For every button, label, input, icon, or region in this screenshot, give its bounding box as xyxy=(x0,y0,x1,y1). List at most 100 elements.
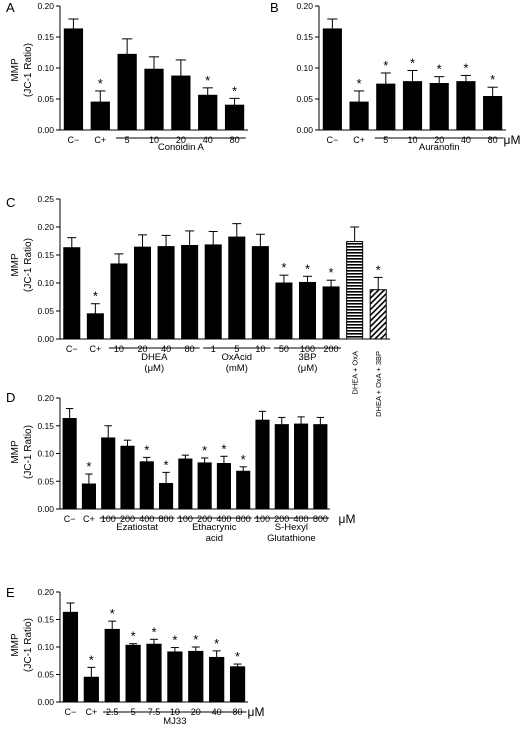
x-tick-label: 800 xyxy=(159,514,174,524)
significance-asterisk: * xyxy=(221,441,226,456)
bar xyxy=(167,651,183,703)
panel-letter: D xyxy=(6,390,15,405)
y-tick-label: 0.05 xyxy=(37,94,54,104)
x-tick-label: 200 xyxy=(197,514,212,524)
x-tick-label: 10 xyxy=(114,344,124,354)
unit-label: μM xyxy=(504,133,520,147)
y-tick-label: 0.10 xyxy=(37,63,54,73)
significance-asterisk: * xyxy=(241,452,246,467)
group-label: Ezatiostat xyxy=(116,522,158,533)
bar xyxy=(251,246,269,340)
panel-letter: E xyxy=(6,585,15,600)
significance-asterisk: * xyxy=(151,624,156,639)
bar xyxy=(456,81,476,131)
significance-asterisk: * xyxy=(463,60,468,75)
bar xyxy=(188,650,204,703)
y-tick-label: 0.10 xyxy=(37,278,54,288)
x-tick-label: 200 xyxy=(324,344,339,354)
group-sublabel: (μM) xyxy=(298,363,318,374)
bar xyxy=(224,104,245,131)
y-axis-label-line-2: (JC-1 Ratio) xyxy=(23,43,34,97)
bar xyxy=(346,241,364,340)
y-axis-label-line-1: MMP xyxy=(10,633,21,657)
x-tick-label: C+ xyxy=(353,135,365,145)
bar xyxy=(228,236,246,340)
x-tick-label: 5 xyxy=(234,344,239,354)
bar xyxy=(146,643,162,703)
y-tick-label: 0.10 xyxy=(296,63,313,73)
x-tick-label: 20 xyxy=(434,135,444,145)
x-tick-label: DHEA + OxA xyxy=(351,351,360,395)
y-tick-label: 0.15 xyxy=(37,615,54,625)
x-tick-label: C− xyxy=(326,135,338,145)
group-sublabel: (mM) xyxy=(226,363,248,374)
bar xyxy=(101,437,116,510)
bar xyxy=(376,83,396,131)
y-axis-label-line-1: MMP xyxy=(10,440,21,464)
group-label: Conoidin A xyxy=(158,142,205,153)
bar xyxy=(197,462,212,510)
x-tick-label: 100 xyxy=(300,344,315,354)
x-tick-label: 1 xyxy=(211,344,216,354)
bar xyxy=(402,81,423,131)
bar xyxy=(144,68,164,131)
chart-panel-c: C MMP (JC-1 Ratio) 0.00 0.05 0.10 0.15 0.20 0.25… xyxy=(6,194,390,417)
bar xyxy=(274,424,289,510)
group-sublabel: (μM) xyxy=(144,363,164,374)
significance-asterisk: * xyxy=(281,260,286,275)
chart-panel-e: E MMP (JC-1 Ratio) 0.00 0.05 0.10 0.15 0.20 C− * C… xyxy=(6,585,264,727)
bar xyxy=(81,483,96,510)
bar xyxy=(255,419,270,510)
panel-letter: A xyxy=(6,0,15,15)
y-tick-label: 0.10 xyxy=(37,642,54,652)
bar xyxy=(322,286,340,340)
significance-asterisk: * xyxy=(214,636,219,651)
significance-asterisk: * xyxy=(357,76,362,91)
bar xyxy=(120,445,135,510)
bar xyxy=(181,244,199,340)
significance-asterisk: * xyxy=(235,649,240,664)
bar xyxy=(198,94,218,131)
significance-asterisk: * xyxy=(164,457,169,472)
bar xyxy=(63,28,84,131)
x-tick-label: 100 xyxy=(101,514,116,524)
bar xyxy=(125,644,141,703)
group-label: S-Hexyl xyxy=(275,522,308,533)
bar xyxy=(294,423,309,510)
significance-asterisk: * xyxy=(98,76,103,91)
y-tick-label: 0.15 xyxy=(37,250,54,260)
y-axis-label: MMP (JC-1 Ratio) xyxy=(10,43,34,97)
y-tick-label: 0.00 xyxy=(37,125,54,135)
bar xyxy=(90,101,110,131)
y-tick-label: 0.10 xyxy=(37,449,54,459)
x-tick-label: C− xyxy=(64,514,76,524)
y-tick-label: 0.20 xyxy=(37,393,54,403)
bar xyxy=(204,244,222,340)
y-tick-label: 0.15 xyxy=(37,32,54,42)
x-tick-label-rotated: DHEA + OxA + 3BP xyxy=(374,351,383,417)
bar xyxy=(117,53,137,131)
y-axis-label-line-1: MMP xyxy=(10,58,21,82)
bar xyxy=(275,282,293,340)
y-tick-label: 0.05 xyxy=(296,94,313,104)
bar xyxy=(236,470,251,510)
significance-asterisk: * xyxy=(144,442,149,457)
significance-asterisk: * xyxy=(383,58,388,73)
x-tick-label: C− xyxy=(66,344,78,354)
x-tick-label: 200 xyxy=(120,514,135,524)
x-tick-label: 10 xyxy=(407,135,417,145)
x-tick-label-rotated: DHEA + OxA xyxy=(351,351,360,395)
bar xyxy=(369,289,387,340)
bar xyxy=(157,246,175,340)
x-tick-label: C+ xyxy=(89,344,101,354)
significance-asterisk: * xyxy=(205,73,210,88)
x-tick-label: 80 xyxy=(230,135,240,145)
x-tick-label: C+ xyxy=(83,514,95,524)
bar xyxy=(216,462,231,510)
x-tick-label: 800 xyxy=(313,514,328,524)
x-tick-label: 10 xyxy=(255,344,265,354)
bar xyxy=(133,246,152,340)
bar xyxy=(139,461,154,510)
